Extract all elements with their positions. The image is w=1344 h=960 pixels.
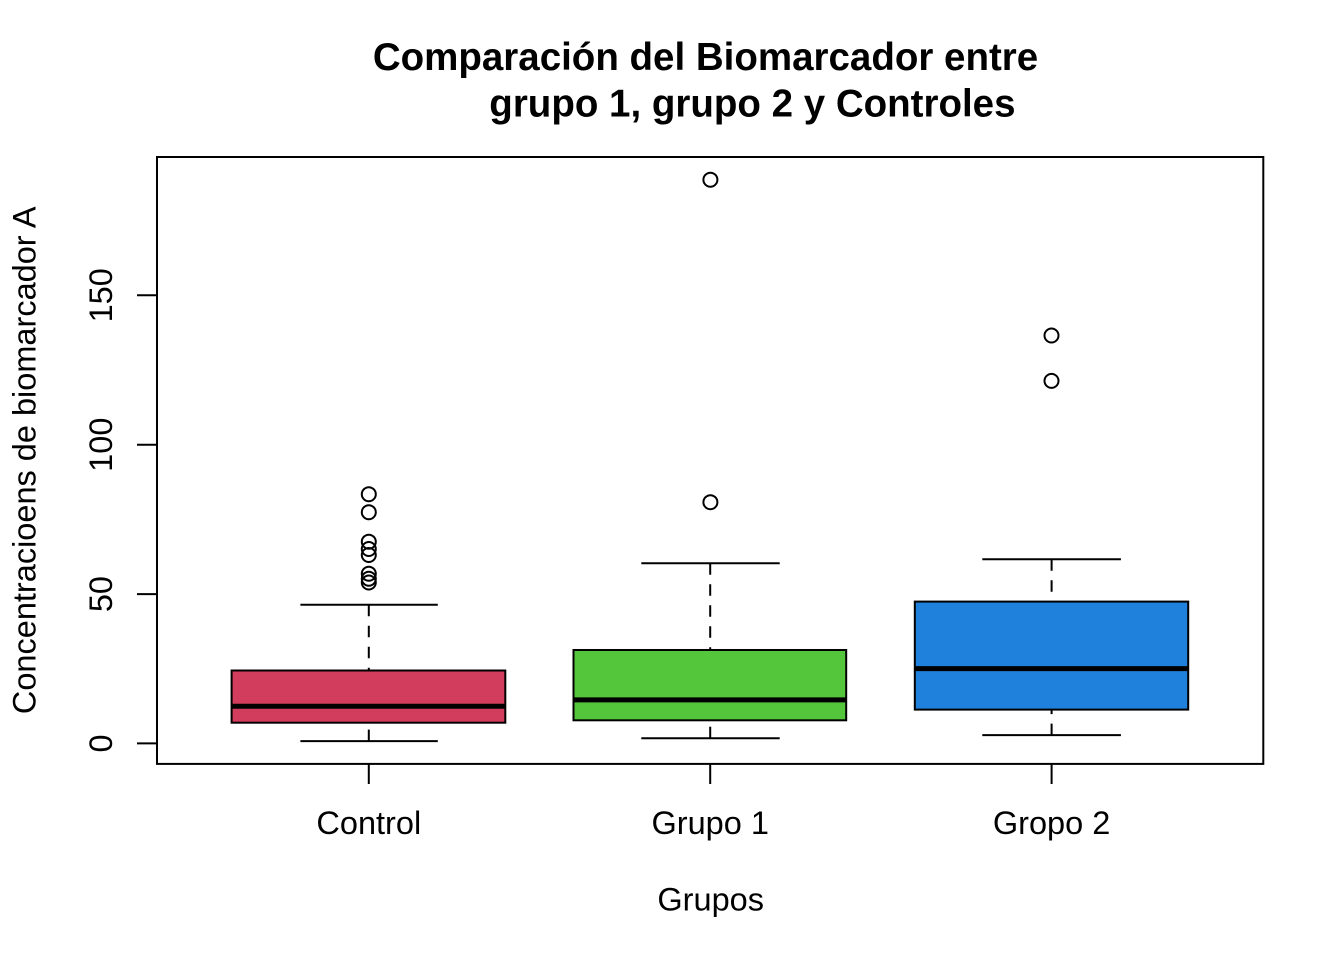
- svg-text:100: 100: [83, 418, 119, 472]
- svg-text:50: 50: [83, 576, 119, 612]
- svg-text:0: 0: [83, 734, 119, 752]
- svg-text:Control: Control: [316, 805, 421, 841]
- svg-text:Concentracioens de biomarcador: Concentracioens de biomarcador A: [7, 206, 43, 714]
- svg-text:Gropo 2: Gropo 2: [993, 805, 1110, 841]
- svg-text:150: 150: [83, 268, 119, 322]
- svg-text:Grupo 1: Grupo 1: [651, 805, 768, 841]
- svg-text:grupo 1, grupo 2 y Controles: grupo 1, grupo 2 y Controles: [489, 82, 1015, 125]
- svg-text:Grupos: Grupos: [657, 882, 764, 918]
- svg-text:Comparación del Biomarcador en: Comparación del Biomarcador entre: [373, 36, 1038, 79]
